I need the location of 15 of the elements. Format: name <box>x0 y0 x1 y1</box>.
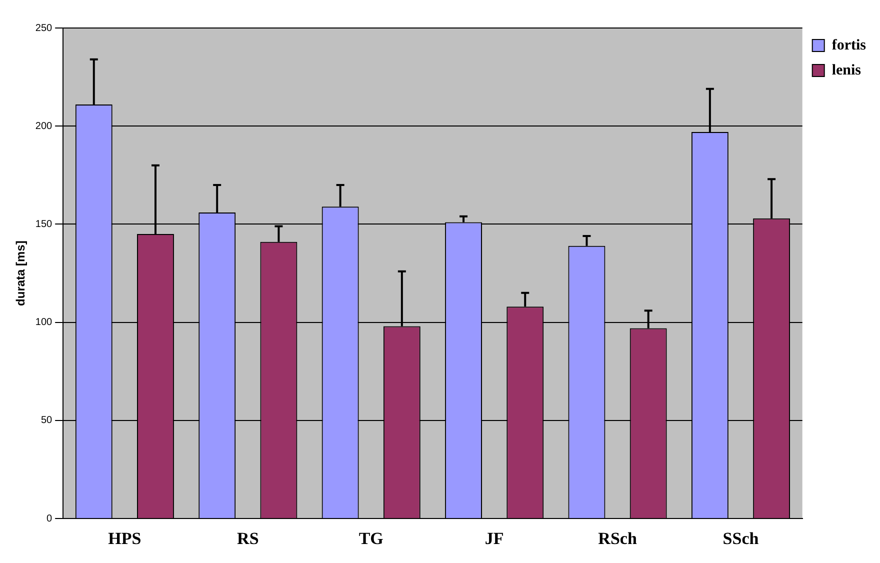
x-tick-label: TG <box>358 529 384 548</box>
y-tick-label: 200 <box>35 120 53 132</box>
x-tick-label: JF <box>484 529 504 548</box>
x-tick-label: HPS <box>108 529 142 548</box>
y-tick-label: 100 <box>35 317 53 328</box>
y-tick-label: 50 <box>40 415 53 426</box>
y-tick-label: 150 <box>35 218 53 230</box>
y-tick-label: 0 <box>46 513 53 524</box>
y-axis-title: durata [ms] <box>14 240 28 306</box>
legend-label: lenis <box>832 62 862 78</box>
legend-label: fortis <box>832 37 866 54</box>
x-tick-label: RSch <box>598 529 638 548</box>
x-tick-label: SSch <box>722 529 760 548</box>
x-tick-label: RS <box>237 529 259 548</box>
y-tick-label: 250 <box>35 22 53 34</box>
